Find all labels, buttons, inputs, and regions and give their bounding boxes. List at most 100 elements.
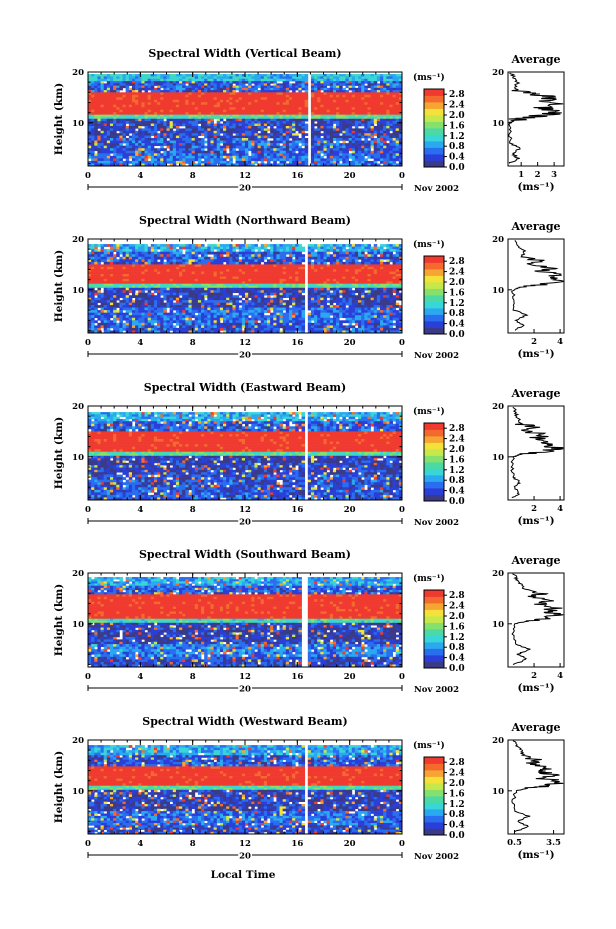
heatmap-cell (282, 145, 287, 149)
heatmap-cell (216, 85, 221, 89)
heatmap-cell (380, 261, 384, 265)
heatmap-cell (144, 133, 149, 136)
heatmap-cell (395, 271, 400, 275)
heatmap-cell (260, 76, 265, 80)
heatmap-cell (223, 153, 227, 157)
heatmap-cell (119, 99, 123, 103)
heatmap-cell (395, 109, 400, 113)
heatmap-cell (345, 128, 350, 132)
heatmap-cell (122, 78, 127, 82)
heatmap-cell (138, 83, 142, 86)
heatmap-cell (345, 74, 350, 77)
heatmap-cell (188, 87, 193, 91)
heatmap-cell (138, 158, 142, 162)
heatmap-cell (153, 99, 158, 103)
heatmap-cell (194, 121, 199, 124)
heatmap-cell (100, 125, 105, 129)
heatmap-cell (103, 74, 108, 77)
heatmap-cell (342, 78, 346, 82)
heatmap-cell (266, 148, 271, 152)
heatmap-cell (147, 74, 152, 77)
heatmap-cell (166, 256, 171, 260)
heatmap-cell (128, 148, 133, 152)
heatmap-cell (370, 107, 375, 111)
heatmap-cell (254, 254, 258, 258)
heatmap-cell (288, 94, 293, 98)
heatmap-cell (216, 114, 221, 118)
heatmap-cell (172, 153, 177, 157)
heatmap-cell (194, 246, 199, 250)
heatmap-cell (100, 128, 105, 132)
heatmap-cell (128, 94, 133, 98)
heatmap-cell (398, 104, 403, 108)
heatmap-cell (310, 104, 315, 108)
heatmap-cell (263, 102, 268, 106)
heatmap-cell (301, 140, 306, 144)
heatmap-cell (238, 78, 243, 82)
heatmap-cell (194, 143, 199, 146)
heatmap-cell (163, 83, 167, 86)
heatmap-cell (298, 246, 302, 250)
heatmap-cell (398, 83, 403, 86)
heatmap-cell (109, 114, 114, 118)
heatmap-cell (144, 116, 149, 120)
heatmap-cell (116, 109, 120, 113)
heatmap-cell (254, 85, 258, 89)
heatmap-cell (336, 123, 340, 127)
heatmap-cell (358, 138, 362, 141)
heatmap-cell (216, 112, 221, 115)
heatmap-cell (295, 123, 299, 127)
heatmap-cell (326, 128, 331, 132)
heatmap-cell (263, 163, 268, 167)
heatmap-cell (153, 138, 158, 141)
heatmap-cell (295, 261, 299, 265)
heatmap-cell (163, 163, 167, 167)
heatmap-cell (339, 148, 343, 152)
heatmap-cell (398, 94, 403, 98)
heatmap-cell (216, 76, 221, 80)
heatmap-cell (364, 76, 368, 80)
heatmap-cell (361, 135, 365, 139)
heatmap-cell (282, 99, 287, 103)
heatmap-cell (125, 76, 130, 80)
heatmap-cell (88, 153, 92, 157)
heatmap-cell (373, 246, 378, 250)
heatmap-cell (266, 116, 271, 120)
heatmap-cell (235, 116, 240, 120)
heatmap-cell (182, 114, 186, 118)
heatmap-cell (295, 246, 299, 250)
heatmap-cell (266, 135, 271, 139)
heatmap-cell (219, 155, 224, 159)
heatmap-cell (336, 97, 340, 101)
heatmap-cell (376, 94, 381, 98)
heatmap-cell (223, 155, 227, 159)
heatmap-cell (339, 114, 343, 118)
heatmap-cell (97, 256, 101, 260)
heatmap-cell (351, 160, 356, 164)
heatmap-cell (194, 76, 199, 80)
heatmap-cell (116, 244, 120, 247)
heatmap-cell (260, 143, 265, 146)
heatmap-cell (339, 81, 343, 84)
heatmap-cell (282, 102, 287, 106)
heatmap-cell (138, 104, 142, 108)
heatmap-cell (216, 148, 221, 152)
heatmap-cell (188, 74, 193, 77)
heatmap-cell (141, 104, 145, 108)
heatmap-cell (113, 90, 117, 93)
heatmap-cell (282, 94, 287, 98)
heatmap-cell (361, 143, 365, 146)
heatmap-cell (361, 261, 365, 265)
heatmap-cell (373, 249, 378, 252)
heatmap-cell (103, 94, 108, 98)
heatmap-cell (138, 138, 142, 141)
heatmap-cell (276, 163, 280, 167)
heatmap-cell (254, 94, 258, 98)
heatmap-cell (166, 143, 171, 146)
heatmap-cell (197, 78, 202, 82)
heatmap-cell (128, 107, 133, 111)
heatmap-cell (131, 266, 136, 270)
heatmap-cell (188, 153, 193, 157)
heatmap-cell (157, 74, 161, 77)
heatmap-cell (172, 145, 177, 149)
